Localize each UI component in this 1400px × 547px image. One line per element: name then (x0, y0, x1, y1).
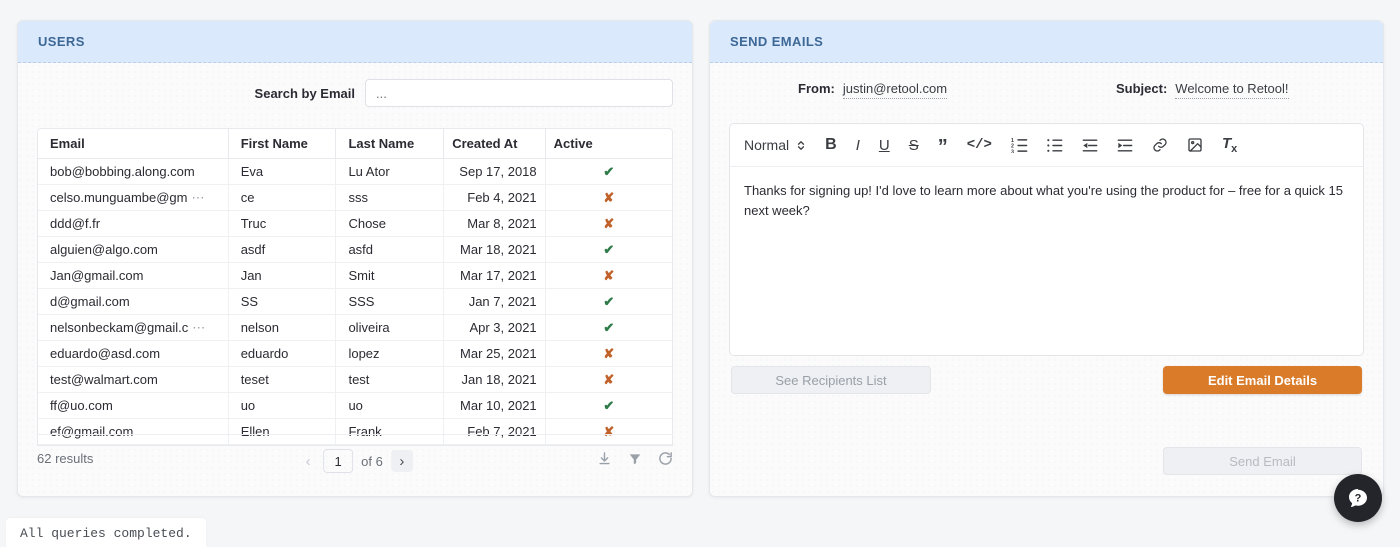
svg-text:3: 3 (1011, 149, 1014, 153)
svg-text:?: ? (1355, 493, 1362, 505)
